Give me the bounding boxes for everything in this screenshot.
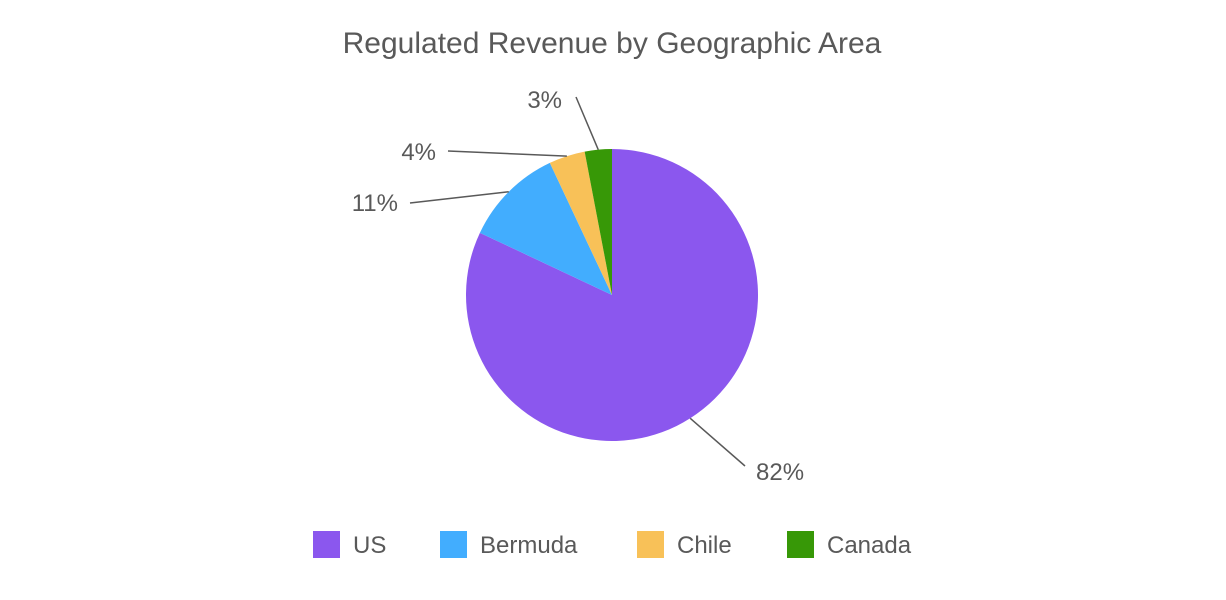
leader-line-bermuda [409, 191, 509, 204]
data-label-bermuda: 11% [352, 190, 398, 217]
chart-title: Regulated Revenue by Geographic Area [343, 27, 882, 60]
pie-slice-canada [584, 149, 612, 295]
legend-item-bermuda: Bermuda [440, 531, 578, 559]
data-labels: 82% 11%4% 3% [352, 87, 804, 486]
data-label-canada: 3% [527, 87, 562, 114]
pie-slices [466, 149, 759, 441]
legend-item-us: US [313, 531, 386, 559]
data-label-us: 82% [756, 459, 804, 486]
legend-label-chile: Chile [677, 532, 732, 559]
legend-swatch-canada [787, 531, 814, 558]
legend-swatch-us [313, 531, 340, 558]
legend-label-bermuda: Bermuda [480, 532, 578, 559]
leader-lines [409, 96, 746, 467]
data-label-chile: 4% [401, 139, 436, 166]
leader-line-chile [447, 150, 567, 157]
legend-label-us: US [353, 532, 386, 559]
legend-item-canada: Canada [787, 531, 912, 559]
legend-item-chile: Chile [637, 531, 732, 559]
legend-swatch-bermuda [440, 531, 467, 558]
legend: US Bermuda Chile Canada [313, 531, 912, 559]
legend-swatch-chile [637, 531, 664, 558]
leader-line-us [689, 417, 746, 467]
pie-slice-us [466, 149, 759, 441]
pie-slice-chile [549, 151, 612, 295]
leader-line-canada [575, 96, 599, 150]
legend-label-canada: Canada [827, 532, 912, 559]
pie-slice-bermuda [479, 162, 612, 295]
